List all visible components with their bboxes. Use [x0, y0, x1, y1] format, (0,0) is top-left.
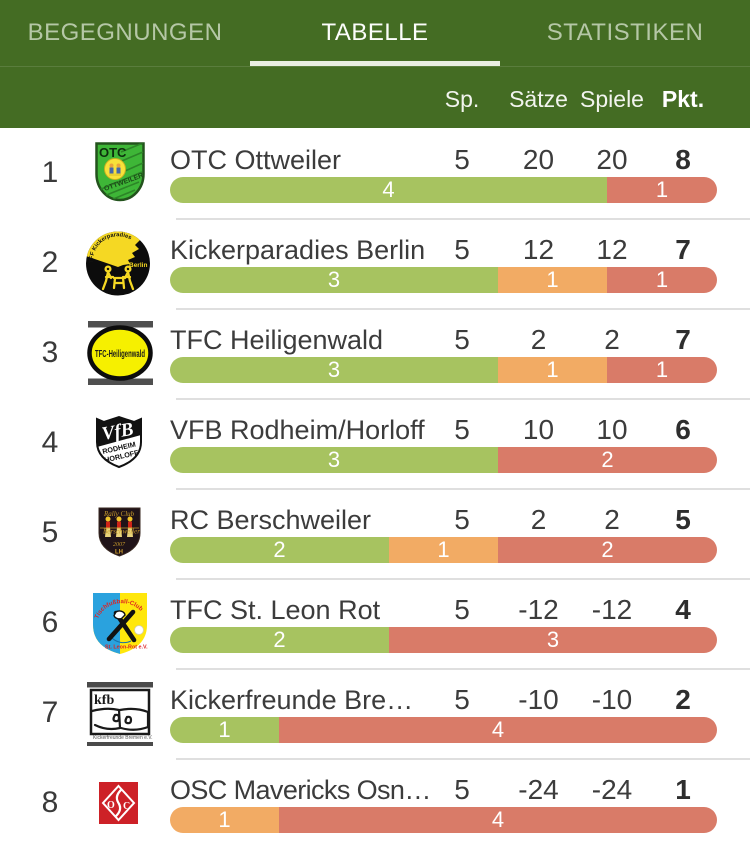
svg-text:Berschweiler: Berschweiler [103, 528, 140, 536]
svg-text:O: O [107, 800, 115, 811]
svg-text:Berlin: Berlin [129, 262, 147, 269]
svg-text:St. Leon-Rot e.V.: St. Leon-Rot e.V. [105, 645, 148, 651]
svg-text:Kickerfreunde Bremen e.V.: Kickerfreunde Bremen e.V. [93, 735, 153, 741]
svg-text:kfb: kfb [94, 693, 114, 708]
svg-text:2007: 2007 [113, 542, 126, 548]
svg-text:LH: LH [115, 550, 123, 556]
svg-text:TFC-Heiligenwald: TFC-Heiligenwald [95, 349, 145, 360]
svg-text:C: C [123, 801, 130, 812]
svg-text:OTC: OTC [99, 145, 127, 160]
svg-text:Rally Club: Rally Club [103, 510, 135, 518]
